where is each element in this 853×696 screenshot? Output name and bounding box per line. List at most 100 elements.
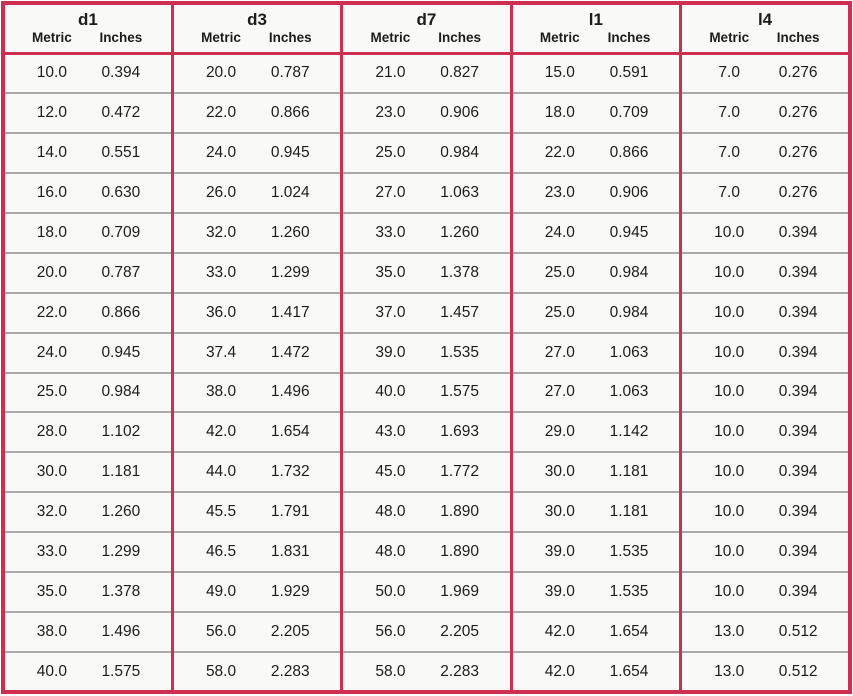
inches-value-cell: 0.394	[770, 371, 850, 413]
metric-value-cell: 58.0	[170, 651, 263, 692]
inches-value-cell: 0.276	[770, 131, 850, 173]
inches-value-cell: 2.205	[262, 611, 342, 653]
inches-value-cell: 0.984	[431, 131, 512, 173]
inches-value-cell: 0.787	[270, 64, 310, 82]
metric-value-cell: 15.0	[509, 53, 601, 93]
group-header: l4	[679, 3, 850, 30]
metric-value-cell: 18.0	[3, 211, 93, 253]
metric-value-cell: 10.0	[679, 491, 771, 533]
metric-value-cell: 56.0	[170, 611, 263, 653]
metric-value-cell: 38.0	[3, 611, 93, 653]
inches-value-cell: 0.394	[770, 251, 850, 293]
inches-value-cell: 0.394	[770, 331, 850, 373]
metric-value-cell: 16.0	[3, 171, 93, 213]
inches-value-cell: 0.827	[440, 64, 480, 82]
inches-value-cell: 0.630	[92, 171, 173, 213]
inches-value-cell: 1.299	[92, 531, 173, 573]
metric-value-cell: 35.0	[340, 251, 432, 293]
inches-value-cell: 1.575	[431, 371, 512, 413]
inches-value-cell: 1.969	[431, 571, 512, 613]
metric-value-cell: 40.0	[3, 651, 93, 692]
table-row: 18.0 0.709 32.0 1.260 33.0 1.260 24.0 0.945 10.0…	[3, 211, 850, 253]
inches-value-cell: 0.276	[770, 91, 850, 133]
inches-value-cell: 0.394	[770, 291, 850, 333]
metric-value-cell: 37.0	[340, 291, 432, 333]
inches-value-cell: 0.394	[101, 64, 141, 82]
metric-value-cell: 7.0	[679, 53, 771, 93]
metric-value-cell: 23.0	[509, 171, 601, 213]
metric-value-cell: 48.0	[340, 531, 432, 573]
inches-column-header: Inches	[770, 30, 850, 55]
metric-value-cell: 35.0	[3, 571, 93, 613]
metric-value-cell: 26.0	[170, 171, 263, 213]
inches-value-cell: 1.063	[600, 371, 681, 413]
metric-value-cell: 10.0	[679, 451, 771, 493]
table-row: 10.0 0.394 20.0 0.787 21.0 0.827 15.0 0.591 7.0 0…	[3, 53, 850, 93]
inches-value-cell: 1.457	[431, 291, 512, 333]
inches-value-cell: 1.654	[600, 651, 681, 692]
metric-value-cell: 46.5	[170, 531, 263, 573]
metric-value-cell: 10.0	[679, 211, 771, 253]
inches-value-cell: 1.181	[600, 451, 681, 493]
inches-value-cell: 0.394	[770, 571, 850, 613]
inches-value-cell: 1.772	[431, 451, 512, 493]
inches-value-cell: 0.472	[92, 91, 173, 133]
metric-value-cell: 20.0	[170, 53, 263, 93]
metric-value-cell: 58.0	[340, 651, 432, 692]
inches-column-header: Inches	[600, 30, 681, 55]
inches-value-cell: 2.283	[431, 651, 512, 692]
metric-value-cell: 33.0	[340, 211, 432, 253]
metric-value-cell: 7.0	[679, 131, 771, 173]
inches-value-cell: 1.496	[92, 611, 173, 653]
inches-value-cell: 1.181	[600, 491, 681, 533]
metric-column-header: Metric	[170, 30, 263, 55]
metric-value-cell: 27.0	[509, 371, 601, 413]
inches-value-cell: 0.984	[92, 371, 173, 413]
metric-value-cell: 25.0	[340, 131, 432, 173]
table-row: 22.0 0.866 36.0 1.417 37.0 1.457 25.0 0.984 10.0…	[3, 291, 850, 333]
table-row: 14.0 0.551 24.0 0.945 25.0 0.984 22.0 0.866 7.0 0…	[3, 131, 850, 173]
inches-value-cell: 0.512	[770, 611, 850, 653]
inches-value-cell: 1.831	[262, 531, 342, 573]
metric-value-cell: 24.0	[170, 131, 263, 173]
table-row: 24.0 0.945 37.4 1.472 39.0 1.535 27.0 1.063 10.0…	[3, 331, 850, 373]
inches-value-cell: 0.906	[431, 91, 512, 133]
inches-value-cell: 1.929	[262, 571, 342, 613]
inches-value-cell: 0.394	[770, 451, 850, 493]
group-header: d3	[170, 3, 342, 30]
metric-value-cell: 44.0	[170, 451, 263, 493]
metric-value-cell: 39.0	[509, 571, 601, 613]
inches-value-cell: 1.693	[431, 411, 512, 453]
inches-value-cell: 1.535	[600, 531, 681, 573]
inches-value-cell: 2.205	[431, 611, 512, 653]
metric-value-cell: 45.5	[170, 491, 263, 533]
metric-value-cell: 25.0	[3, 371, 93, 413]
table-row: 20.0 0.787 33.0 1.299 35.0 1.378 25.0 0.984 10.0…	[3, 251, 850, 293]
metric-value-cell: 43.0	[340, 411, 432, 453]
metric-value-cell: 10.0	[679, 331, 771, 373]
metric-value-cell: 42.0	[170, 411, 263, 453]
inches-value-cell: 0.276	[770, 171, 850, 213]
metric-value-cell: 30.0	[509, 491, 601, 533]
metric-value-cell: 33.0	[170, 251, 263, 293]
metric-value-cell: 24.0	[509, 211, 601, 253]
inches-value-cell: 1.142	[600, 411, 681, 453]
metric-value-cell: 22.0	[509, 131, 601, 173]
inches-value-cell: 1.299	[262, 251, 342, 293]
inches-value-cell: 1.181	[92, 451, 173, 493]
metric-value-cell: 21.0	[340, 53, 432, 93]
metric-value-cell: 30.0	[509, 451, 601, 493]
metric-value-cell: 18.0	[509, 91, 601, 133]
metric-value-cell: 33.0	[3, 531, 93, 573]
metric-value-cell: 49.0	[170, 571, 263, 613]
group-header: d7	[340, 3, 512, 30]
table-row: 32.0 1.260 45.5 1.791 48.0 1.890 30.0 1.181 10.0…	[3, 491, 850, 533]
metric-value-cell: 38.0	[170, 371, 263, 413]
table-row: 30.0 1.181 44.0 1.732 45.0 1.772 30.0 1.181 10.0…	[3, 451, 850, 493]
table-row: 25.0 0.984 38.0 1.496 40.0 1.575 27.0 1.063 10.0…	[3, 371, 850, 413]
table-row: 40.0 1.575 58.0 2.283 58.0 2.283 42.0 1.654 13.0…	[3, 651, 850, 692]
inches-value-cell: 1.654	[600, 611, 681, 653]
inches-value-cell: 0.394	[770, 411, 850, 453]
inches-value-cell: 0.945	[92, 331, 173, 373]
metric-column-header: Metric	[509, 30, 601, 55]
